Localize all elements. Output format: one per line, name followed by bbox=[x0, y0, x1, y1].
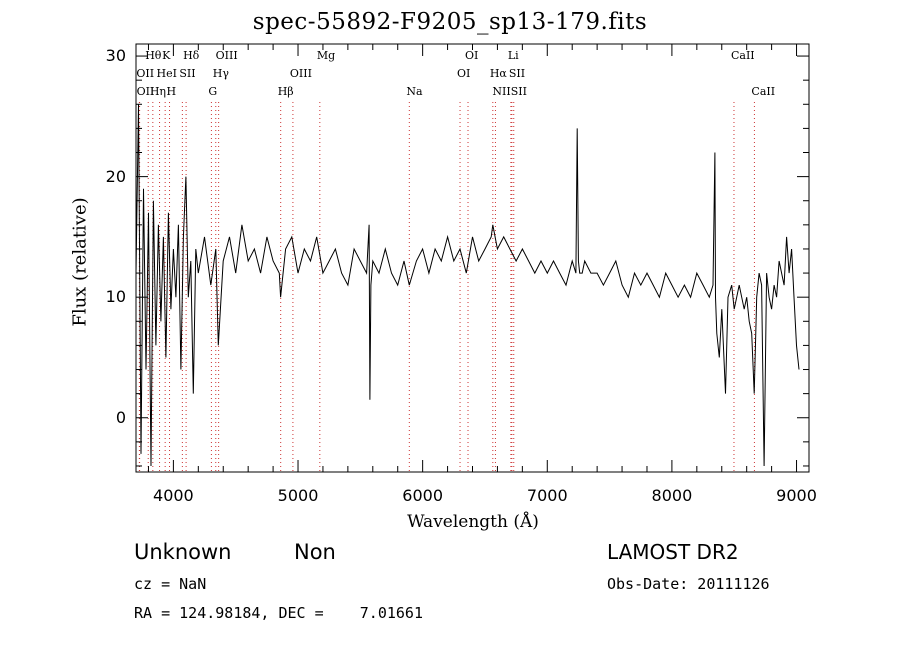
spectrum-line-0 bbox=[135, 104, 800, 467]
marker-label-oiii: OIII bbox=[289, 67, 312, 80]
object-subclass: Non bbox=[294, 540, 336, 564]
spectrum-group bbox=[135, 104, 800, 467]
marker-label-sii: SII bbox=[510, 85, 527, 98]
redshift-cz: cz = NaN bbox=[134, 575, 207, 593]
y-tick-label: 10 bbox=[105, 287, 126, 307]
marker-label-oii: OII bbox=[136, 85, 155, 98]
axis-ticks-group bbox=[136, 44, 809, 472]
marker-label-k: K bbox=[162, 49, 171, 62]
marker-label-hα: Hα bbox=[489, 67, 507, 80]
marker-label-hδ: Hδ bbox=[183, 49, 200, 62]
marker-label-oiii: OIII bbox=[215, 49, 238, 62]
x-tick-label: 7000 bbox=[526, 486, 568, 505]
marker-label-sii: SII bbox=[179, 67, 196, 80]
marker-label-oi: OI bbox=[465, 49, 479, 62]
marker-label-oii: OII bbox=[136, 67, 155, 80]
x-axis-label: Wavelength (Å) bbox=[407, 512, 539, 532]
marker-label-na: Na bbox=[406, 85, 423, 98]
marker-label-sii: SII bbox=[508, 67, 526, 80]
marker-label-mg: Mg bbox=[316, 49, 336, 62]
plot-frame bbox=[135, 43, 810, 473]
y-tick-label: 20 bbox=[105, 166, 126, 186]
marker-label-caii: CaII bbox=[751, 85, 776, 98]
marker-label-hei: HeI bbox=[156, 67, 177, 80]
marker-label-oi: OI bbox=[457, 67, 471, 80]
x-tick-label: 6000 bbox=[402, 486, 443, 505]
y-tick-label: 30 bbox=[105, 46, 126, 66]
survey-name: LAMOST DR2 bbox=[607, 540, 739, 564]
x-tick-label: 9000 bbox=[776, 486, 817, 505]
marker-label-hβ: Hβ bbox=[277, 85, 294, 98]
x-tick-label: 8000 bbox=[651, 486, 693, 505]
marker-label-caii: CaII bbox=[730, 49, 755, 62]
marker-label-hθ: Hθ bbox=[145, 49, 162, 62]
marker-label-li: Li bbox=[507, 49, 519, 62]
y-tick-label: 0 bbox=[115, 407, 126, 427]
marker-label-h: H bbox=[166, 85, 177, 98]
line-markers-group bbox=[138, 102, 755, 472]
x-tick-label: 5000 bbox=[277, 486, 319, 505]
ra-dec: RA = 124.98184, DEC = 7.01661 bbox=[134, 604, 423, 622]
marker-label-g: G bbox=[208, 85, 218, 98]
marker-label-hη: Hη bbox=[149, 85, 166, 98]
chart-title: spec-55892-F9205_sp13-179.fits bbox=[252, 9, 648, 35]
x-tick-label: 4000 bbox=[153, 486, 194, 505]
observation-date: Obs-Date: 20111126 bbox=[607, 575, 770, 593]
marker-label-hγ: Hγ bbox=[212, 67, 229, 80]
marker-label-nii: NII bbox=[492, 85, 511, 98]
y-axis-label: Flux (relative) bbox=[69, 197, 91, 327]
object-class: Unknown bbox=[134, 540, 232, 564]
